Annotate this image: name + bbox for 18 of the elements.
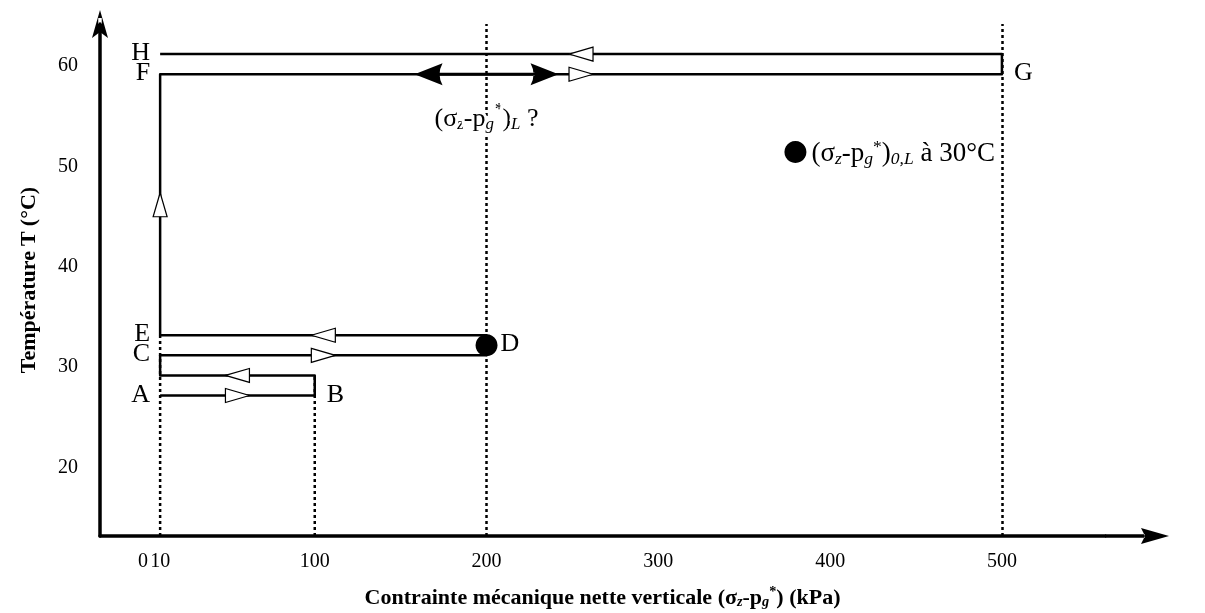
y-axis-title: Température T (°C) <box>14 186 40 374</box>
x-tick-label: 10 <box>150 549 171 572</box>
x-tick-label: 400 <box>815 549 846 572</box>
annotation: B <box>326 378 345 408</box>
y-tick-label: 40 <box>58 253 78 276</box>
x-tick-label: 300 <box>643 549 674 572</box>
x-tick-label: 500 <box>986 549 1017 572</box>
x-tick-label: 100 <box>299 549 330 572</box>
x-tick-label: 0 <box>137 549 148 572</box>
x-tick-label: 200 <box>471 549 502 572</box>
y-tick-label: 20 <box>58 454 78 477</box>
y-tick-label: 30 <box>58 354 78 377</box>
annotation: A <box>131 378 151 408</box>
y-tick-label: 50 <box>58 153 78 176</box>
annotation: D <box>500 328 520 358</box>
y-tick-label: 60 <box>58 53 78 76</box>
annotation: G <box>1013 57 1033 87</box>
x-axis-title: Contrainte mécanique nette verticale (σz-pg*) (kPa) <box>364 583 841 609</box>
